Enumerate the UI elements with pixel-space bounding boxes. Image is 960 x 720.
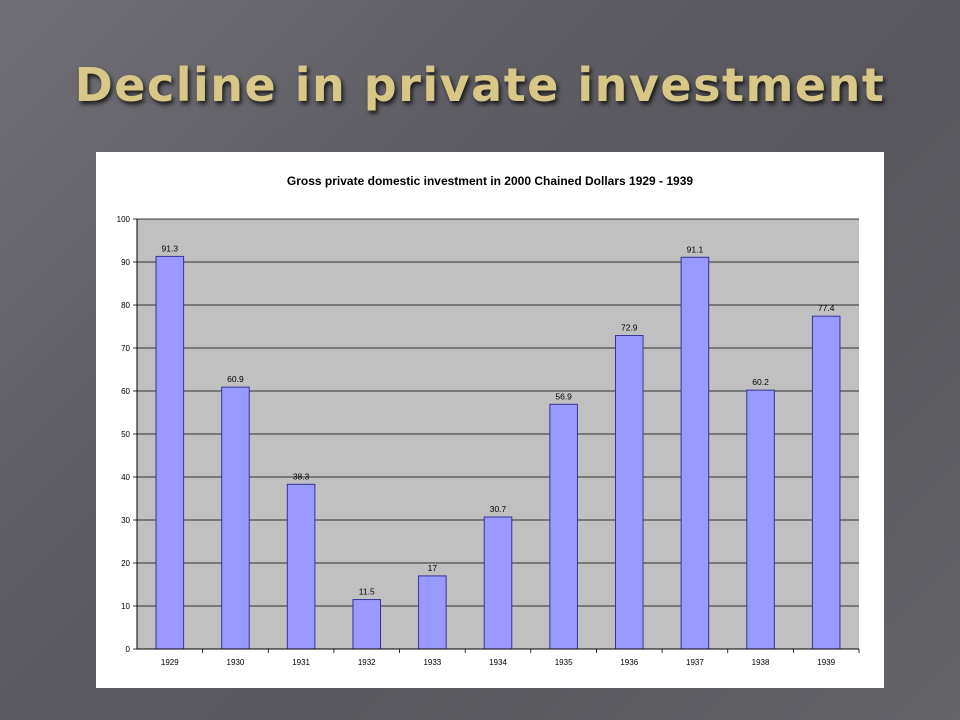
bars <box>155 255 841 650</box>
data-label-1938: 60.2 <box>752 377 769 387</box>
data-labels: 91.3 60.9 38.3 11.5 17 30.7 56.9 72.9 91.1 60.2 77… <box>162 243 835 596</box>
y-tick-label: 100 <box>117 215 131 224</box>
data-label-1936: 72.9 <box>621 323 638 333</box>
y-tick-label: 20 <box>121 559 130 568</box>
x-tick-label-1930: 1930 <box>227 658 245 667</box>
data-label-1932: 11.5 <box>359 587 375 597</box>
data-label-1934: 30.7 <box>490 504 507 514</box>
x-tick-label-1934: 1934 <box>489 658 507 667</box>
bar-1935 <box>549 403 578 650</box>
y-tick-label: 80 <box>121 301 130 310</box>
chart-panel: Gross private domestic investment in 200… <box>96 152 884 688</box>
bar-1930 <box>221 386 250 650</box>
chart-title: Gross private domestic investment in 200… <box>287 174 693 188</box>
x-tick-label-1933: 1933 <box>423 658 441 667</box>
bar-1934 <box>483 516 513 650</box>
y-tick-label: 0 <box>126 645 131 654</box>
x-tick-label-1939: 1939 <box>817 658 835 667</box>
x-tick-label-1936: 1936 <box>620 658 638 667</box>
x-tick-label-1935: 1935 <box>555 658 573 667</box>
data-label-1933: 17 <box>428 563 438 573</box>
bar-1929 <box>155 255 185 650</box>
data-label-1931: 38.3 <box>293 471 310 481</box>
data-label-1935: 56.9 <box>555 391 572 401</box>
y-tick-label: 90 <box>121 258 130 267</box>
y-tick-label: 60 <box>121 387 130 396</box>
axes: 0 10 20 30 40 50 60 70 80 90 100 1929 1930 1931 1932 19… <box>117 215 860 667</box>
x-tick-label-1929: 1929 <box>161 658 179 667</box>
y-tick-label: 10 <box>121 602 130 611</box>
bar-1936 <box>614 335 644 650</box>
data-label-1929: 91.3 <box>162 243 179 253</box>
x-tick-label-1931: 1931 <box>292 658 310 667</box>
bar-1939 <box>811 315 841 650</box>
x-tick-label-1937: 1937 <box>686 658 704 667</box>
y-tick-label: 40 <box>121 473 130 482</box>
bar-1931 <box>286 483 316 650</box>
bar-1933 <box>418 575 447 650</box>
data-label-1939: 77.4 <box>818 303 835 313</box>
slide-title: Decline in private investment <box>74 58 886 112</box>
data-label-1937: 91.1 <box>687 244 704 254</box>
y-tick-label: 30 <box>121 516 130 525</box>
bar-chart: Gross private domestic investment in 200… <box>117 174 860 667</box>
bar-1932 <box>352 599 382 650</box>
bar-1937 <box>680 256 710 650</box>
y-tick-label: 70 <box>121 344 130 353</box>
x-tick-label-1938: 1938 <box>752 658 770 667</box>
x-tick-label-1932: 1932 <box>358 658 376 667</box>
y-tick-label: 50 <box>121 430 130 439</box>
data-label-1930: 60.9 <box>227 374 244 384</box>
bar-1938 <box>746 389 775 650</box>
